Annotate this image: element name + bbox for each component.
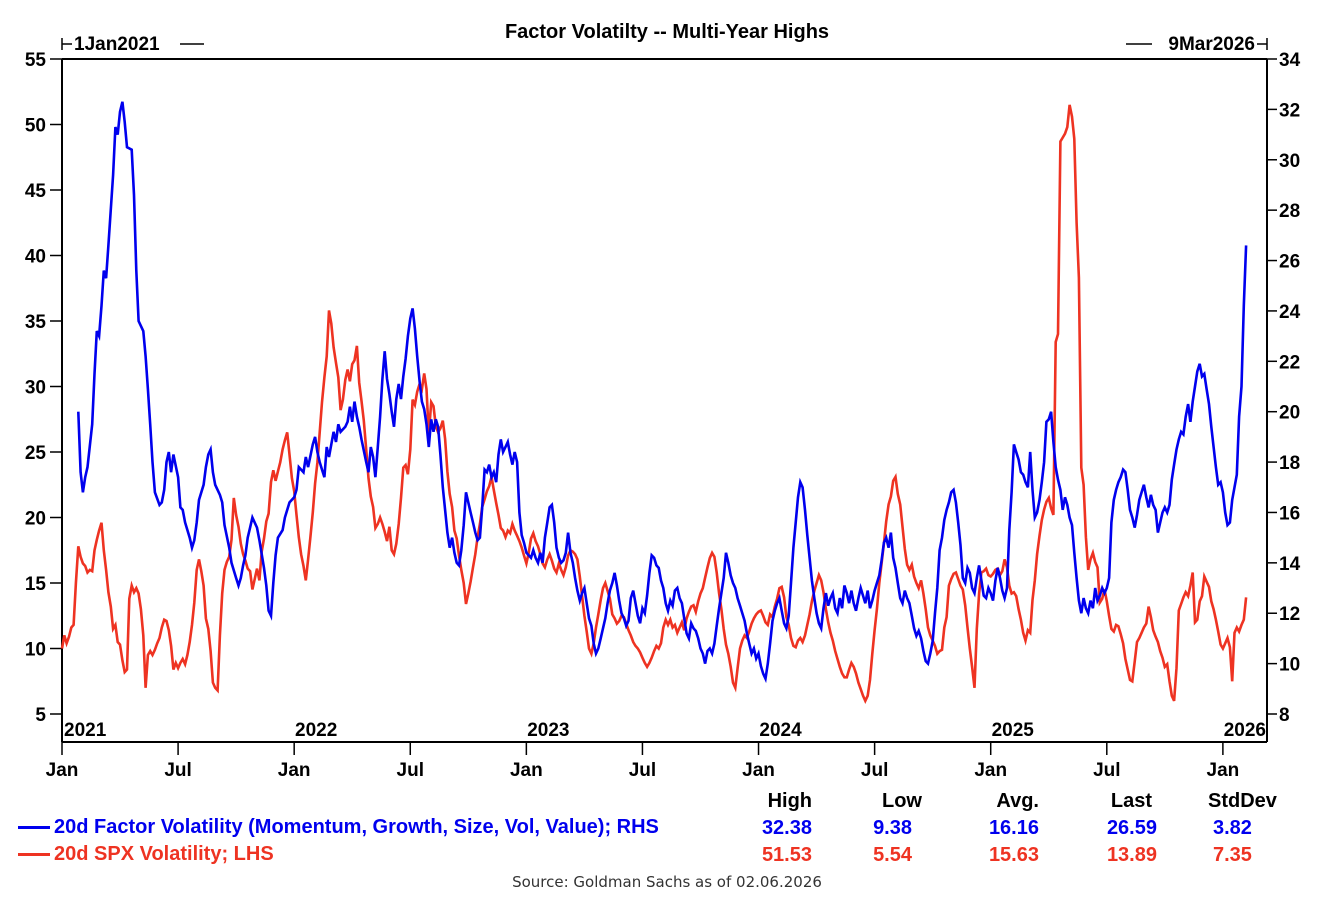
left-tick-label: 30 (25, 378, 46, 399)
year-label: 2023 (527, 720, 569, 741)
legend-item-factor-vol: 20d Factor Volatility (Momentum, Growth,… (18, 816, 659, 839)
series-line-factor-volatility (77, 101, 1248, 684)
date-end-label: 9Mar2026 (1168, 34, 1255, 55)
right-tick-label: 22 (1279, 352, 1300, 373)
x-tick-label: Jan (974, 760, 1007, 780)
right-tick-label: 26 (1279, 252, 1300, 273)
x-tick-label: Jan (46, 760, 79, 780)
right-tick-label: 8 (1279, 705, 1290, 726)
x-axis: Jan Jul Jan Jul Jan Jul Jan Jul Jan Jul Jan 2021 202… (46, 720, 1266, 780)
stat-spx-low: 5.54 (873, 844, 912, 866)
year-label: 2025 (992, 720, 1035, 741)
stat-header-stddev: StdDev (1208, 790, 1277, 812)
source-note: Source: Goldman Sachs as of 02.06.2026 (512, 873, 822, 891)
plot-frame (61, 58, 1268, 743)
right-tick-label: 30 (1279, 151, 1300, 172)
stat-spx-avg: 15.63 (988, 844, 1039, 866)
stat-spx-last: 13.89 (1106, 844, 1157, 866)
x-tick-label: Jul (164, 760, 191, 780)
legend-swatch-red (18, 853, 50, 857)
date-start-label: 1Jan2021 (74, 34, 160, 55)
left-y-axis: 5 10 15 20 25 30 35 40 45 50 55 (25, 50, 62, 726)
left-tick-label: 15 (25, 574, 47, 595)
right-tick-label: 24 (1279, 302, 1301, 323)
stat-header-avg: Avg. (996, 790, 1039, 812)
chart: Factor Volatilty -- Multi-Year Highs 5 10… (25, 21, 1301, 780)
stat-header-high: High (767, 790, 812, 812)
left-tick-label: 20 (25, 509, 46, 530)
right-tick-label: 14 (1279, 554, 1301, 575)
left-tick-label: 50 (25, 116, 46, 137)
x-tick-label: Jan (742, 760, 775, 780)
stat-factor-low: 9.38 (873, 817, 912, 839)
right-tick-label: 16 (1279, 503, 1300, 524)
x-tick-label: Jan (510, 760, 543, 780)
stat-factor-stddev: 3.82 (1213, 817, 1252, 839)
left-tick-label: 25 (25, 443, 47, 464)
stat-factor-last: 26.59 (1106, 817, 1157, 839)
right-tick-label: 34 (1279, 50, 1301, 71)
stat-factor-avg: 16.16 (988, 817, 1039, 839)
legend-label: 20d Factor Volatility (Momentum, Growth,… (54, 816, 659, 838)
right-tick-label: 10 (1279, 655, 1300, 676)
x-tick-label: Jul (629, 760, 656, 780)
x-tick-label: Jan (278, 760, 311, 780)
right-tick-label: 28 (1279, 201, 1300, 222)
chart-title: Factor Volatilty -- Multi-Year Highs (505, 21, 829, 43)
year-label: 2022 (295, 720, 337, 741)
right-tick-label: 18 (1279, 453, 1300, 474)
series-group (60, 101, 1248, 705)
stat-header-last: Last (1110, 790, 1152, 812)
legend-item-spx-vol: 20d SPX Volatility; LHS (18, 843, 274, 866)
left-tick-label: 40 (25, 247, 46, 268)
series-line-spx-volatility (60, 104, 1248, 705)
stat-spx-stddev: 7.35 (1213, 844, 1252, 866)
left-tick-label: 10 (25, 640, 46, 661)
right-y-axis: 8 10 12 14 16 18 20 22 24 26 28 30 32 34 (1267, 50, 1301, 726)
stat-spx-high: 51.53 (761, 844, 812, 866)
year-label: 2021 (64, 720, 107, 741)
stat-header-low: Low (882, 790, 922, 812)
right-tick-label: 20 (1279, 403, 1300, 424)
legend-label: 20d SPX Volatility; LHS (54, 843, 274, 865)
left-tick-label: 5 (35, 705, 46, 726)
left-tick-label: 55 (25, 50, 47, 71)
left-tick-label: 45 (25, 181, 47, 202)
x-tick-label: Jul (397, 760, 424, 780)
stat-factor-high: 32.38 (761, 817, 812, 839)
x-tick-label: Jan (1207, 760, 1240, 780)
legend-swatch-blue (18, 826, 50, 830)
x-tick-label: Jul (861, 760, 888, 780)
year-label: 2026 (1224, 720, 1266, 741)
right-tick-label: 32 (1279, 100, 1300, 121)
left-tick-label: 35 (25, 312, 47, 333)
x-tick-label: Jul (1093, 760, 1120, 780)
year-label: 2024 (759, 720, 802, 741)
right-tick-label: 12 (1279, 604, 1300, 625)
date-range-markers: 1Jan2021 9Mar2026 (61, 34, 1268, 55)
